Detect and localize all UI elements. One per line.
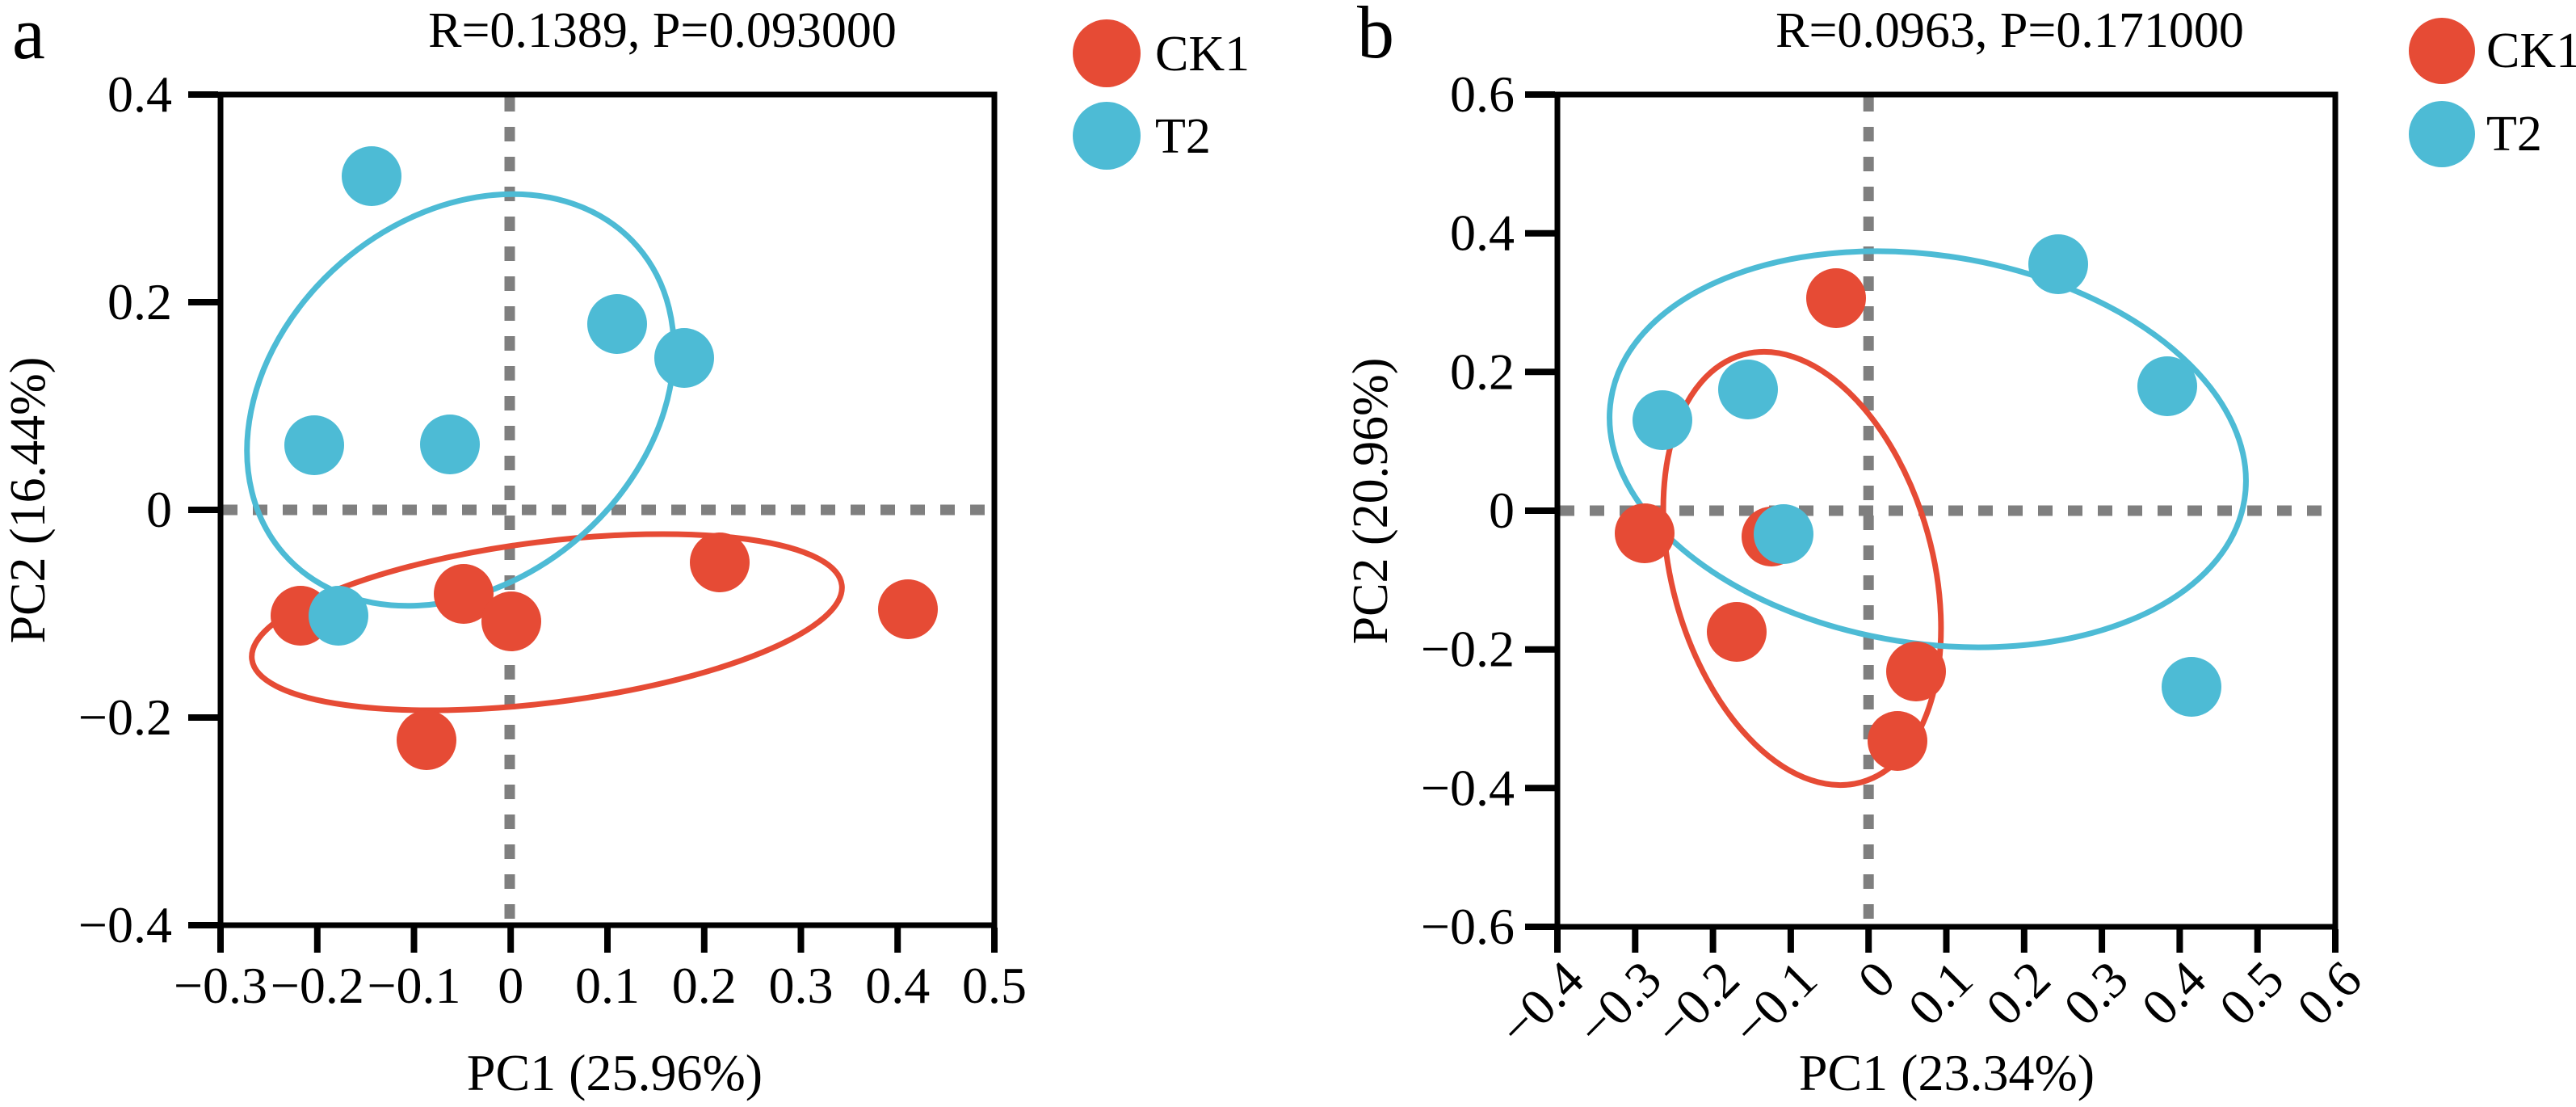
svg-text:T2: T2 bbox=[2486, 107, 2542, 162]
svg-text:0.2: 0.2 bbox=[1450, 343, 1515, 400]
svg-text:0.4: 0.4 bbox=[865, 957, 930, 1014]
svg-text:0.3: 0.3 bbox=[769, 957, 834, 1014]
svg-text:0.4: 0.4 bbox=[107, 65, 172, 123]
svg-text:CK1: CK1 bbox=[2486, 23, 2576, 78]
svg-text:−0.2: −0.2 bbox=[1421, 621, 1515, 678]
svg-text:a: a bbox=[12, 0, 45, 74]
svg-text:−0.6: −0.6 bbox=[1421, 898, 1515, 955]
svg-text:R=0.0963, P=0.171000: R=0.0963, P=0.171000 bbox=[1775, 3, 2244, 58]
svg-text:0: 0 bbox=[1489, 482, 1515, 539]
svg-text:CK1: CK1 bbox=[1155, 27, 1250, 82]
svg-text:0.4: 0.4 bbox=[1450, 204, 1515, 262]
svg-text:0.5: 0.5 bbox=[962, 957, 1027, 1014]
svg-text:0.2: 0.2 bbox=[672, 957, 737, 1014]
svg-text:0.2: 0.2 bbox=[107, 273, 172, 330]
svg-text:−0.4: −0.4 bbox=[78, 896, 172, 953]
svg-text:−0.2: −0.2 bbox=[271, 957, 364, 1014]
svg-text:−0.4: −0.4 bbox=[1421, 759, 1515, 816]
svg-text:−0.1: −0.1 bbox=[367, 957, 460, 1014]
svg-text:−0.2: −0.2 bbox=[78, 688, 172, 746]
svg-text:PC2 (20.96%): PC2 (20.96%) bbox=[1343, 358, 1398, 645]
svg-text:PC1 (23.34%): PC1 (23.34%) bbox=[1799, 1044, 2095, 1101]
svg-text:PC2 (16.44%): PC2 (16.44%) bbox=[1, 357, 56, 644]
svg-text:R=0.1389, P=0.093000: R=0.1389, P=0.093000 bbox=[428, 3, 897, 58]
svg-text:−0.3: −0.3 bbox=[174, 957, 267, 1014]
svg-text:0.6: 0.6 bbox=[1450, 65, 1515, 123]
svg-text:PC1 (25.96%): PC1 (25.96%) bbox=[467, 1044, 763, 1101]
svg-text:0: 0 bbox=[146, 481, 172, 538]
svg-text:0.1: 0.1 bbox=[575, 957, 640, 1014]
svg-text:0: 0 bbox=[498, 957, 523, 1014]
svg-text:T2: T2 bbox=[1155, 109, 1211, 164]
svg-text:b: b bbox=[1357, 0, 1394, 74]
